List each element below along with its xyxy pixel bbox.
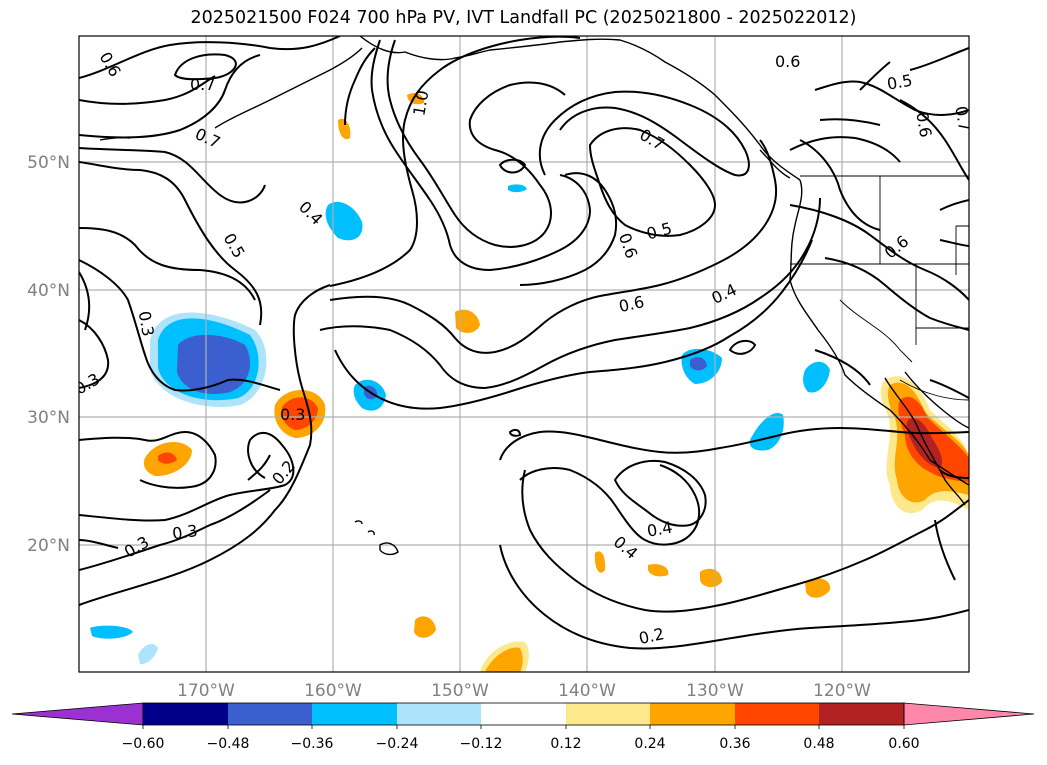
- colorbar-segment: [143, 703, 228, 725]
- negative-area: [138, 644, 158, 665]
- gulf-of-california: [904, 371, 969, 429]
- plot-area: 0.6 0.7 0.7 0.4 0.5 0.3 0.3 0.3 0.2 0.3 …: [72, 36, 974, 672]
- positive-area: [158, 452, 177, 464]
- baja-california: [884, 377, 966, 506]
- colorbar-segment: [566, 703, 650, 725]
- contour-label: 0.4: [610, 532, 642, 563]
- contour-label: 0.3: [171, 521, 199, 543]
- contour-label: 0.6: [775, 52, 800, 71]
- positive-area: [805, 578, 831, 598]
- negative-area: [803, 361, 830, 393]
- negative-area: [508, 184, 527, 193]
- contour-label: 0.5: [220, 230, 249, 262]
- west-coast: [789, 179, 969, 486]
- colorbar-segment: [819, 703, 904, 725]
- colorbar-tick-label: 0.24: [634, 736, 665, 752]
- negative-area: [90, 625, 133, 639]
- graticule: [79, 36, 969, 672]
- hawaii-island: [367, 530, 375, 536]
- colorbar-tick-label: −0.24: [376, 736, 419, 752]
- negative-area: [749, 412, 784, 451]
- colorbar-segment: [650, 703, 735, 725]
- negative-area: [690, 357, 707, 371]
- lon-label: 130°W: [686, 681, 744, 701]
- hawaii-island: [379, 542, 399, 556]
- lon-label: 170°W: [177, 681, 235, 701]
- colorbar-segment: [397, 703, 481, 725]
- latitude-labels: 50°N 40°N 30°N 20°N: [27, 153, 70, 556]
- aleutian-islands: [214, 47, 363, 129]
- coastlines: [99, 36, 969, 556]
- colorbar-tick-label: −0.36: [291, 736, 334, 752]
- colorbar-segment: [312, 703, 397, 725]
- lon-label: 160°W: [304, 681, 362, 701]
- hawaii-island: [354, 520, 363, 525]
- positive-area: [700, 568, 722, 588]
- map-frame: [78, 35, 970, 673]
- contour-label: 0.7: [951, 105, 974, 133]
- contour-label: 0.5: [644, 219, 674, 244]
- colorbar-segment: [735, 703, 819, 725]
- pv-contours: [79, 36, 969, 650]
- colorbar-tick-label: 0.60: [888, 736, 919, 752]
- colorbar-segment: [228, 703, 312, 725]
- lon-label: 140°W: [558, 681, 616, 701]
- lat-label: 30°N: [27, 408, 70, 428]
- vancouver-island: [759, 149, 791, 179]
- positive-area: [338, 118, 351, 140]
- ivt-shading: [90, 92, 969, 672]
- colorbar-tick-label: 0.12: [550, 736, 581, 752]
- contour-label: 0.5: [886, 71, 914, 94]
- positive-area: [648, 564, 669, 577]
- positive-area-strong: [898, 396, 969, 482]
- alaska-coast: [359, 36, 801, 181]
- longitude-labels: 170°W 160°W 150°W 140°W 130°W 120°W: [177, 681, 871, 701]
- contour-label: 0.6: [617, 292, 646, 316]
- contour-label: 1.0: [409, 89, 432, 117]
- lat-label: 20°N: [27, 536, 70, 556]
- contour-label: 0.7: [192, 124, 223, 152]
- colorbar-segment: [481, 703, 566, 725]
- lat-label: 50°N: [27, 153, 70, 173]
- contour-label: 0.4: [295, 197, 326, 228]
- colorbar-tick-label: −0.48: [207, 736, 250, 752]
- contour-label: 0.3: [280, 405, 305, 424]
- contour-label: 0.6: [881, 232, 913, 263]
- positive-area: [594, 551, 606, 573]
- colorbar-tick-label: 0.36: [719, 736, 750, 752]
- positive-area: [414, 616, 436, 638]
- lon-label: 120°W: [813, 681, 871, 701]
- contour-label: 0.6: [96, 49, 125, 81]
- lat-label: 40°N: [27, 281, 70, 301]
- positive-area-max: [906, 418, 943, 468]
- colorbar-extend-high: [903, 702, 1035, 726]
- contour-label: 0.3: [135, 310, 158, 338]
- positive-area-mid: [485, 647, 523, 672]
- contour-label: 0.4: [709, 280, 740, 308]
- contour-label: 0.7: [190, 75, 215, 94]
- colorbar-tick-label: −0.60: [122, 736, 165, 752]
- contour-label: 0.6: [615, 230, 642, 260]
- contour-label: 0.6: [912, 111, 935, 139]
- contour-label: 0.4: [646, 518, 674, 541]
- map-title: 2025021500 F024 700 hPa PV, IVT Landfall…: [190, 8, 857, 28]
- contour-label: 0.3: [72, 369, 104, 398]
- colorbar-extend-low: [11, 702, 144, 726]
- positive-area: [281, 397, 318, 430]
- colorbar-tick-label: −0.12: [460, 736, 503, 752]
- positive-area: [455, 309, 480, 333]
- lon-label: 150°W: [431, 681, 489, 701]
- contour-label: 0.2: [637, 624, 666, 648]
- colorbar-tick-label: 0.48: [803, 736, 834, 752]
- colorbar: −0.60 −0.48 −0.36 −0.24 −0.12 0.12 0.24 …: [11, 702, 1035, 752]
- negative-area: [325, 201, 363, 241]
